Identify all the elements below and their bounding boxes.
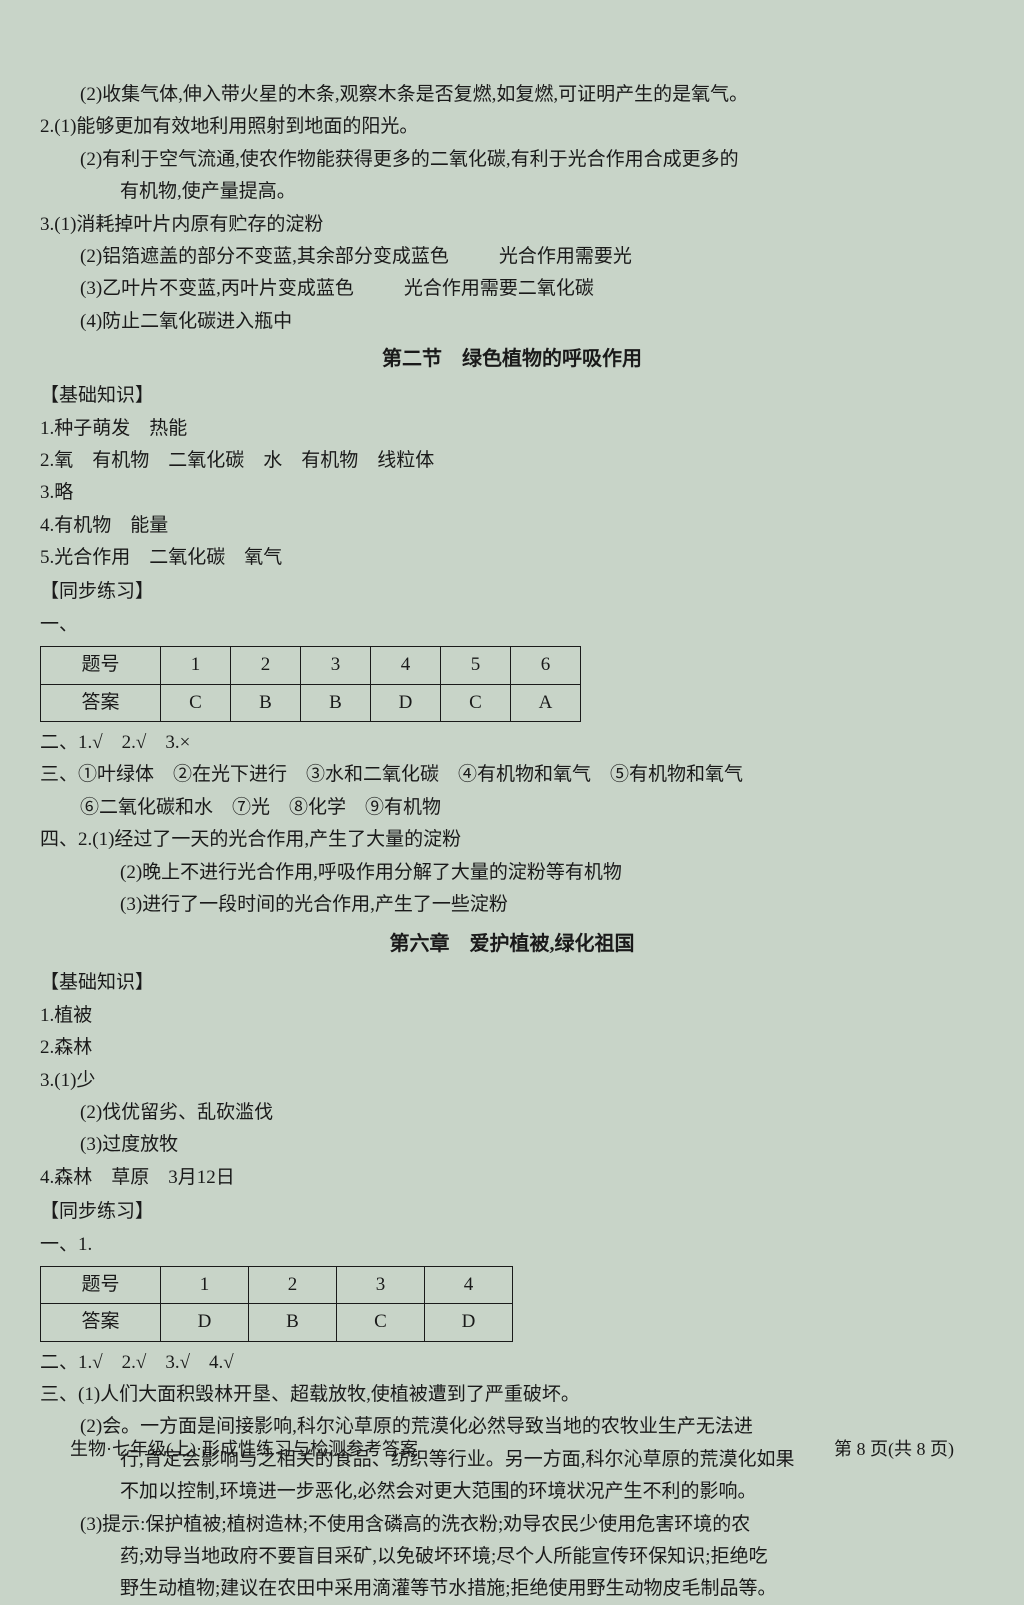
- text-line: 3.(1)消耗掉叶片内原有贮存的淀粉: [40, 210, 984, 240]
- text-part: (2)铝箔遮盖的部分不变蓝,其余部分变成蓝色: [80, 246, 449, 267]
- section-header: 【基础知识】: [40, 381, 984, 411]
- table-cell: 5: [441, 647, 511, 684]
- text-line: (3)进行了一段时间的光合作用,产生了一些淀粉: [40, 890, 984, 920]
- text-line: 2.(1)能够更加有效地利用照射到地面的阳光。: [40, 112, 984, 142]
- table-cell: 2: [231, 647, 301, 684]
- text-line: 4.有机物 能量: [40, 511, 984, 541]
- table-cell: 1: [161, 1266, 249, 1303]
- chapter-title: 第六章 爱护植被,绿化祖国: [40, 928, 984, 960]
- text-line: 1.植被: [40, 1001, 984, 1031]
- text-line: (3)乙叶片不变蓝,丙叶片变成蓝色 光合作用需要二氧化碳: [40, 274, 984, 304]
- table-cell: 题号: [41, 1266, 161, 1303]
- table-cell: B: [231, 684, 301, 721]
- text-line: 三、(1)人们大面积毁林开垦、超载放牧,使植被遭到了严重破坏。: [40, 1380, 984, 1410]
- text-line: (2)伐优留劣、乱砍滥伐: [40, 1098, 984, 1128]
- text-line: 野生动植物;建议在农田中采用滴灌等节水措施;拒绝使用野生动物皮毛制品等。: [40, 1574, 984, 1604]
- text-line: (2)晚上不进行光合作用,呼吸作用分解了大量的淀粉等有机物: [40, 858, 984, 888]
- table-cell: C: [441, 684, 511, 721]
- table-cell: 4: [371, 647, 441, 684]
- text-line: 2.氧 有机物 二氧化碳 水 有机物 线粒体: [40, 446, 984, 476]
- text-line: 一、1.: [40, 1230, 984, 1260]
- page-footer: 生物·七年级(上)·形成性练习与检测参考答案 第 8 页(共 8 页): [40, 1435, 984, 1464]
- text-line: (2)收集气体,伸入带火星的木条,观察木条是否复燃,如复燃,可证明产生的是氧气。: [40, 80, 984, 110]
- table-cell: D: [425, 1304, 513, 1341]
- table-cell: A: [511, 684, 581, 721]
- section-header: 【同步练习】: [40, 577, 984, 607]
- table-row: 题号 1 2 3 4: [41, 1266, 513, 1303]
- table-row: 题号 1 2 3 4 5 6: [41, 647, 581, 684]
- text-line: (4)防止二氧化碳进入瓶中: [40, 307, 984, 337]
- text-line: 三、①叶绿体 ②在光下进行 ③水和二氧化碳 ④有机物和氧气 ⑤有机物和氧气: [40, 760, 984, 790]
- table-cell: 2: [249, 1266, 337, 1303]
- table-cell: C: [337, 1304, 425, 1341]
- table-row: 答案 C B B D C A: [41, 684, 581, 721]
- answer-table-1: 题号 1 2 3 4 5 6 答案 C B B D C A: [40, 646, 581, 722]
- text-line: (3)提示:保护植被;植树造林;不使用含磷高的洗衣粉;劝导农民少使用危害环境的农: [40, 1510, 984, 1540]
- text-line: 不加以控制,环境进一步恶化,必然会对更大范围的环境状况产生不利的影响。: [40, 1477, 984, 1507]
- text-line: 药;劝导当地政府不要盲目采矿,以免破坏环境;尽个人所能宣传环保知识;拒绝吃: [40, 1542, 984, 1572]
- text-part: (3)乙叶片不变蓝,丙叶片变成蓝色: [80, 278, 354, 299]
- text-line: 四、2.(1)经过了一天的光合作用,产生了大量的淀粉: [40, 825, 984, 855]
- table-cell: 题号: [41, 647, 161, 684]
- text-part: 光合作用需要二氧化碳: [404, 278, 594, 299]
- text-line: (3)过度放牧: [40, 1130, 984, 1160]
- table-cell: 答案: [41, 684, 161, 721]
- table-cell: B: [301, 684, 371, 721]
- text-line: ⑥二氧化碳和水 ⑦光 ⑧化学 ⑨有机物: [40, 793, 984, 823]
- text-line: 5.光合作用 二氧化碳 氧气: [40, 543, 984, 573]
- table-cell: B: [249, 1304, 337, 1341]
- text-line: 3.略: [40, 478, 984, 508]
- table-row: 答案 D B C D: [41, 1304, 513, 1341]
- text-line: 4.森林 草原 3月12日: [40, 1163, 984, 1193]
- footer-right: 第 8 页(共 8 页): [834, 1435, 954, 1464]
- text-line: (2)有利于空气流通,使农作物能获得更多的二氧化碳,有利于光合作用合成更多的: [40, 145, 984, 175]
- section-title: 第二节 绿色植物的呼吸作用: [40, 343, 984, 375]
- table-cell: C: [161, 684, 231, 721]
- footer-left: 生物·七年级(上)·形成性练习与检测参考答案: [70, 1435, 418, 1464]
- text-line: 2.森林: [40, 1033, 984, 1063]
- text-line: 一、: [40, 610, 984, 640]
- text-part: 光合作用需要光: [499, 246, 632, 267]
- text-line: 1.种子萌发 热能: [40, 414, 984, 444]
- section-header: 【同步练习】: [40, 1197, 984, 1227]
- text-line: 二、1.√ 2.√ 3.√ 4.√: [40, 1348, 984, 1378]
- table-cell: 6: [511, 647, 581, 684]
- table-cell: 4: [425, 1266, 513, 1303]
- section-header: 【基础知识】: [40, 968, 984, 998]
- table-cell: D: [371, 684, 441, 721]
- table-cell: 3: [301, 647, 371, 684]
- table-cell: 答案: [41, 1304, 161, 1341]
- table-cell: 1: [161, 647, 231, 684]
- table-cell: 3: [337, 1266, 425, 1303]
- text-line: 有机物,使产量提高。: [40, 177, 984, 207]
- table-cell: D: [161, 1304, 249, 1341]
- answer-table-2: 题号 1 2 3 4 答案 D B C D: [40, 1266, 513, 1342]
- text-line: 3.(1)少: [40, 1066, 984, 1096]
- text-line: 二、1.√ 2.√ 3.×: [40, 728, 984, 758]
- page-content: (2)收集气体,伸入带火星的木条,观察木条是否复燃,如复燃,可证明产生的是氧气。…: [40, 80, 984, 1605]
- text-line: (2)铝箔遮盖的部分不变蓝,其余部分变成蓝色 光合作用需要光: [40, 242, 984, 272]
